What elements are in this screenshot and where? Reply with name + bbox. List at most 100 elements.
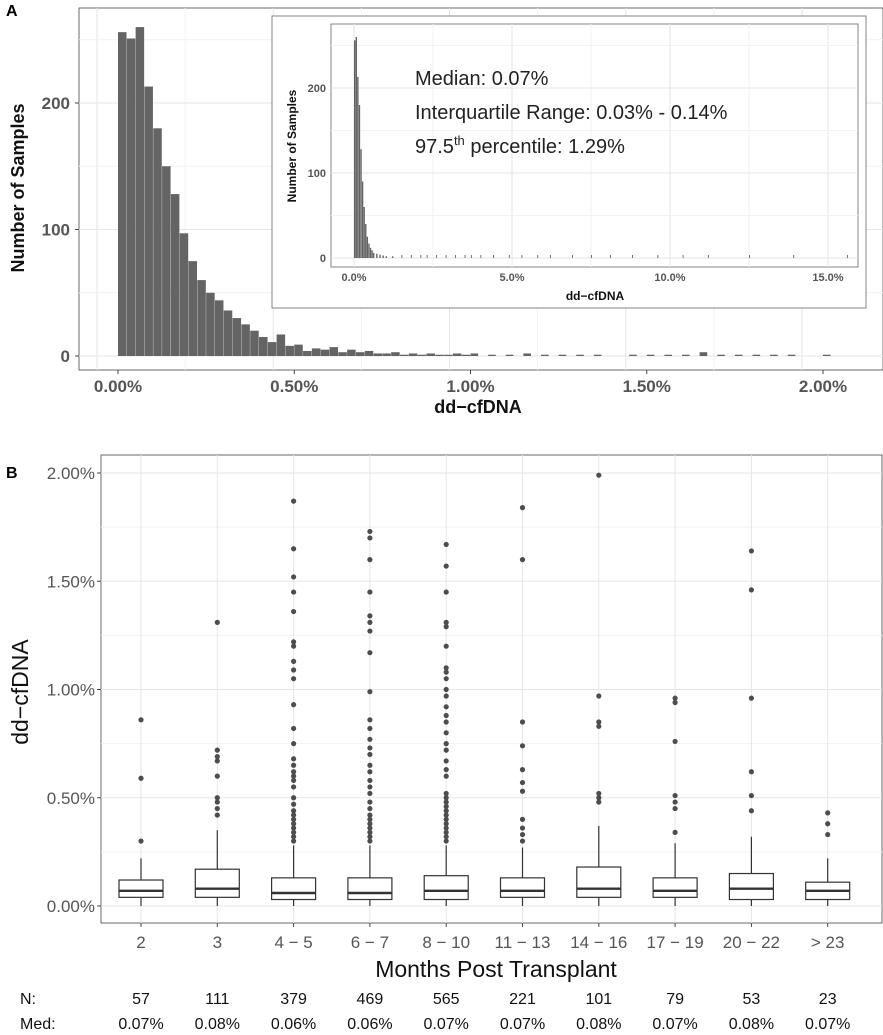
inset-x-tick-label: 15.0% xyxy=(812,272,843,284)
histogram-bar xyxy=(250,330,259,356)
histogram-bar xyxy=(206,292,215,356)
histogram-bar xyxy=(355,352,365,356)
panel-a-label: A xyxy=(6,3,18,20)
outlier-point xyxy=(519,779,526,786)
outlier-point xyxy=(748,695,755,701)
annotation-iqr: Interquartile Range: 0.03% - 0.14% xyxy=(415,102,728,124)
outlier-point xyxy=(672,695,678,701)
histogram-bar xyxy=(338,352,347,356)
inset-bar xyxy=(372,252,375,258)
boxplot-panel-b: 0.00% 0.50% 1.00% 1.50% 2.00% 2 3 4 − 5 6 − 7 8 … xyxy=(7,454,883,982)
inset-bar xyxy=(363,207,365,258)
histogram-bar xyxy=(320,349,330,356)
histogram-bar xyxy=(259,337,268,356)
histogram-bar xyxy=(461,354,471,356)
iqr-box xyxy=(499,877,546,898)
boxplot-2 xyxy=(118,717,164,906)
n-value: 57 xyxy=(132,991,150,1008)
y-axis-title-a: Number of Samples xyxy=(8,103,28,272)
inset-y-tick-label: 100 xyxy=(308,168,326,180)
histogram-bar xyxy=(241,324,250,356)
outlier-point xyxy=(367,650,373,656)
outlier-point xyxy=(596,790,602,797)
outlier-point xyxy=(443,821,449,827)
n-value: 53 xyxy=(743,991,761,1008)
x-tick-label-b: 2 xyxy=(136,933,145,952)
outlier-point xyxy=(291,756,297,762)
outlier-point xyxy=(367,784,373,790)
outlier-point xyxy=(291,725,297,732)
outlier-point xyxy=(519,825,526,831)
histogram-bar xyxy=(153,128,162,356)
inset-bar xyxy=(369,247,372,258)
histogram-bar xyxy=(752,354,761,356)
x-tick-label-b: 20 − 22 xyxy=(723,933,780,952)
x-tick-label-b: 14 − 16 xyxy=(570,933,627,952)
inset-bar xyxy=(391,256,394,258)
n-value: 23 xyxy=(819,991,837,1008)
outlier-point xyxy=(367,777,373,784)
inset-bar xyxy=(379,254,381,258)
outlier-point xyxy=(672,805,678,812)
inset-bar xyxy=(360,149,362,258)
histogram-bar xyxy=(197,280,206,356)
outlier-point xyxy=(291,608,297,615)
histogram-bar xyxy=(364,350,374,356)
inset-tail-bar xyxy=(537,255,539,258)
outlier-point xyxy=(748,587,755,593)
outlier-point xyxy=(443,665,449,671)
outlier-point xyxy=(291,574,297,580)
outlier-point xyxy=(748,808,755,814)
outlier-point xyxy=(138,838,144,844)
y-axis-title-inset: Number of Samples xyxy=(285,89,299,202)
outlier-point xyxy=(367,799,373,805)
inset-bar xyxy=(365,224,367,258)
y-tick-labels-b: 0.00% 0.50% 1.00% 1.50% 2.00% xyxy=(47,464,101,916)
y-tick-labels-a: 0 100 200 xyxy=(42,94,79,366)
n-value: 379 xyxy=(280,991,307,1008)
outlier-point xyxy=(443,669,449,675)
outlier-point xyxy=(138,717,144,723)
outlier-point xyxy=(748,548,755,554)
percentile-value: 97.5 xyxy=(415,136,454,158)
inset-tail-bar xyxy=(508,255,510,258)
inset-tail-bar xyxy=(493,255,494,258)
n-row-label: N: xyxy=(20,991,36,1008)
outlier-point xyxy=(443,643,449,649)
outlier-point xyxy=(367,628,373,634)
outlier-point xyxy=(825,831,831,838)
inset-tail-bar xyxy=(420,255,422,258)
inset-bar xyxy=(355,37,357,258)
outlier-point xyxy=(291,838,297,844)
boxplot-6-7 xyxy=(347,528,393,906)
boxplot-8-10 xyxy=(423,541,469,906)
inset-tail-bar xyxy=(436,255,438,258)
outlier-point xyxy=(367,528,373,535)
outlier-point xyxy=(291,773,297,779)
y-tick-label-b: 2.00% xyxy=(47,464,95,483)
x-tick-label: 1.50% xyxy=(623,377,671,396)
histogram-bar xyxy=(285,345,294,356)
outlier-point xyxy=(291,825,297,831)
outlier-point xyxy=(443,790,449,797)
n-value: 565 xyxy=(433,991,460,1008)
outlier-point xyxy=(291,769,297,775)
inset-bar xyxy=(357,76,359,258)
outlier-point xyxy=(367,805,373,812)
inset-tail-bar xyxy=(657,255,659,258)
boxplot-17-19 xyxy=(652,695,698,906)
x-axis-title-a: dd−cfDNA xyxy=(434,397,522,417)
iqr-box xyxy=(347,877,393,901)
outlier-point xyxy=(367,812,373,818)
histogram-bar xyxy=(214,300,224,356)
iqr-box xyxy=(652,877,698,898)
inset-bar xyxy=(366,236,369,258)
boxplot-20-22 xyxy=(728,548,775,906)
x-tick-label: 2.00% xyxy=(799,377,847,396)
inset-tail-bar xyxy=(572,255,573,258)
inset-tail-bar xyxy=(749,255,750,258)
outlier-point xyxy=(443,712,449,719)
x-tick-labels-inset: 0.0% 5.0% 10.0% 15.0% xyxy=(341,272,843,284)
outlier-point xyxy=(367,619,373,625)
inset-tail-bar xyxy=(426,255,428,258)
